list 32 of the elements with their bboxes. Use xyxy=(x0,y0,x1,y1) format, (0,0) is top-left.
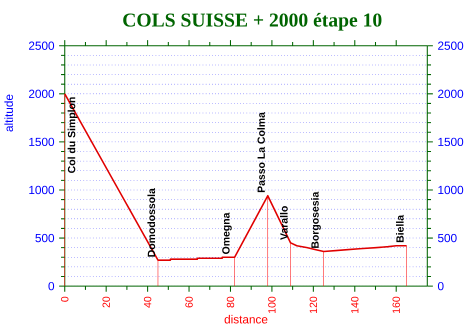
line-series xyxy=(64,92,408,261)
x-tick-label: 40 xyxy=(144,296,152,308)
y2-tick-label: 2500 xyxy=(438,41,464,50)
x-tick-label: 140 xyxy=(351,296,358,313)
x-tick-label: 80 xyxy=(226,296,234,308)
x-tick-label: 60 xyxy=(185,296,193,308)
annotation: Passo La Colma xyxy=(257,112,265,192)
annotation: Omegna xyxy=(222,212,232,254)
y2-tick-label: 2000 xyxy=(438,90,464,98)
y-tick-label: 1500 xyxy=(29,138,54,146)
y-tick-label: 0 xyxy=(48,282,54,290)
annotation: Varallo xyxy=(280,206,288,240)
annotation: Col du Simplon xyxy=(68,97,78,173)
y-tick-label: 2500 xyxy=(28,41,54,50)
x-axis-title: distance xyxy=(224,314,268,324)
y2-tick-label: 500 xyxy=(438,234,457,242)
annotation: Biella xyxy=(396,214,404,242)
x-tick-label: 0 xyxy=(61,296,68,302)
y-tick-label: 2000 xyxy=(28,90,54,98)
x-tick-label: 100 xyxy=(268,296,276,313)
y2-tick-label: 0 xyxy=(438,282,444,290)
y-tick-label: 500 xyxy=(35,234,54,242)
y2-tick-label: 1500 xyxy=(438,138,464,146)
y-tick-label: 1000 xyxy=(29,186,54,194)
x-tick-label: 120 xyxy=(310,296,318,313)
annotation: Domodossola xyxy=(147,188,156,256)
x-tick-label: 160 xyxy=(392,296,400,313)
y-axis-title: altitude xyxy=(4,94,13,132)
x-tick-label: 20 xyxy=(102,296,110,308)
annotation: Borgosesia xyxy=(311,192,321,248)
y2-tick-label: 1000 xyxy=(438,186,464,194)
chart-title: COLS SUISSE + 2000 étape 10 xyxy=(123,12,382,31)
